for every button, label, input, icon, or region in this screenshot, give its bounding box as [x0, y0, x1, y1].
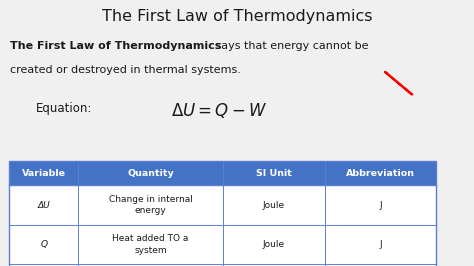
Bar [9, 264, 436, 266]
Text: Joule: Joule [263, 201, 285, 210]
Bar [9, 161, 436, 266]
Text: Variable: Variable [22, 169, 66, 178]
Bar [9, 225, 436, 264]
Text: The First Law of Thermodynamics: The First Law of Thermodynamics [10, 41, 222, 51]
Text: Quantity: Quantity [127, 169, 174, 178]
Bar [9, 185, 436, 225]
Text: J: J [379, 240, 382, 249]
Text: Abbreviation: Abbreviation [346, 169, 415, 178]
Text: created or destroyed in thermal systems.: created or destroyed in thermal systems. [10, 65, 241, 75]
Text: Change in internal
energy: Change in internal energy [109, 195, 192, 215]
Bar [9, 161, 436, 185]
Text: says that energy cannot be: says that energy cannot be [212, 41, 369, 51]
Text: The First Law of Thermodynamics: The First Law of Thermodynamics [102, 9, 372, 24]
Text: Q: Q [40, 240, 47, 249]
Text: SI Unit: SI Unit [256, 169, 292, 178]
Text: $\Delta U = Q - W$: $\Delta U = Q - W$ [171, 101, 267, 120]
Text: Joule: Joule [263, 240, 285, 249]
Text: ΔU: ΔU [37, 201, 50, 210]
Text: Heat added TO a
system: Heat added TO a system [112, 234, 189, 255]
Text: Equation:: Equation: [36, 102, 92, 115]
Text: J: J [379, 201, 382, 210]
